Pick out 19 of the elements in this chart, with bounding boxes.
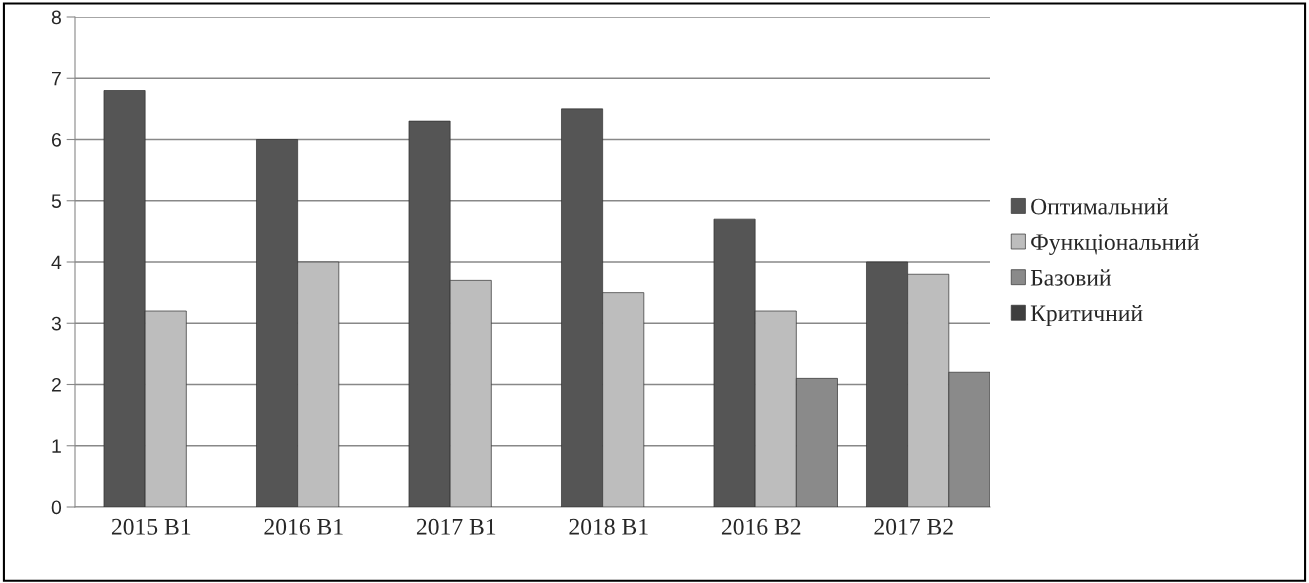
y-tick-label: 6 — [51, 132, 61, 147]
x-tick-label: 2018 В1 — [569, 518, 648, 535]
y-tick-label: 1 — [52, 439, 61, 453]
y-tick-label: 7 — [51, 71, 61, 86]
x-tick-label: 2015 В1 — [111, 518, 191, 535]
y-tick-label: 8 — [51, 10, 61, 25]
x-tick-label: 2017 В1 — [416, 518, 496, 535]
legend-label: Критичний — [1030, 304, 1143, 327]
x-tick-label: 2016 В1 — [264, 518, 343, 535]
y-tick-label: 4 — [51, 255, 62, 270]
legend-label: Оптимальний — [1031, 198, 1169, 215]
legend-label: Базовий — [1030, 269, 1112, 286]
x-tick-label: 2017 В2 — [874, 518, 953, 535]
y-tick-label: 3 — [51, 316, 61, 331]
y-tick-label: 2 — [51, 377, 61, 392]
legend-label: Функціональний — [1031, 233, 1199, 255]
y-tick-label: 0 — [51, 500, 62, 515]
y-tick-label: 5 — [51, 194, 61, 208]
x-tick-label: 2016 В2 — [721, 518, 801, 535]
